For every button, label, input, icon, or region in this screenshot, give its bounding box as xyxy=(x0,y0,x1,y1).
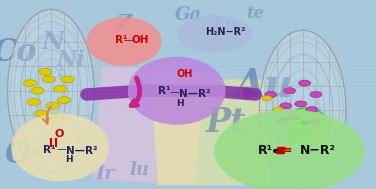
Text: Pt: Pt xyxy=(205,106,246,139)
Ellipse shape xyxy=(8,9,94,172)
Ellipse shape xyxy=(86,17,162,66)
Text: Os: Os xyxy=(5,139,48,170)
Text: te: te xyxy=(247,5,265,22)
Text: N—R²: N—R² xyxy=(66,146,97,156)
Text: R¹: R¹ xyxy=(258,144,273,157)
Text: O: O xyxy=(55,129,64,139)
Circle shape xyxy=(306,107,318,113)
Text: N: N xyxy=(41,30,64,53)
Circle shape xyxy=(27,99,41,105)
Polygon shape xyxy=(94,66,203,185)
Circle shape xyxy=(262,96,272,101)
Ellipse shape xyxy=(284,108,329,146)
Circle shape xyxy=(57,97,71,104)
Text: N—R²: N—R² xyxy=(179,89,210,98)
Ellipse shape xyxy=(177,15,252,53)
Circle shape xyxy=(284,88,296,94)
Circle shape xyxy=(284,130,295,135)
Circle shape xyxy=(310,91,322,98)
Circle shape xyxy=(61,76,74,83)
Text: —: — xyxy=(56,144,66,154)
Text: Z: Z xyxy=(117,13,132,33)
Circle shape xyxy=(50,114,63,121)
Circle shape xyxy=(46,102,59,109)
Text: —: — xyxy=(170,87,180,97)
Text: H₂N−R²: H₂N−R² xyxy=(205,27,245,37)
Circle shape xyxy=(299,80,311,86)
Ellipse shape xyxy=(214,110,365,189)
Text: H: H xyxy=(65,155,72,164)
Ellipse shape xyxy=(11,113,109,181)
Text: Lu: Lu xyxy=(213,15,238,34)
Text: Ga: Ga xyxy=(174,6,202,24)
Circle shape xyxy=(295,101,307,107)
Text: —: — xyxy=(123,35,133,45)
Text: Co: Co xyxy=(0,37,37,68)
Ellipse shape xyxy=(128,57,226,125)
Text: Ni: Ni xyxy=(57,50,86,71)
Circle shape xyxy=(280,103,292,109)
Circle shape xyxy=(53,85,67,92)
Text: :: : xyxy=(56,63,64,81)
Text: H: H xyxy=(176,99,184,108)
Text: R¹: R¹ xyxy=(115,35,127,45)
Text: Au: Au xyxy=(234,66,293,104)
Circle shape xyxy=(310,118,322,124)
Ellipse shape xyxy=(259,30,346,189)
Text: N−R²: N−R² xyxy=(300,144,336,157)
Text: Ir: Ir xyxy=(96,165,115,183)
Circle shape xyxy=(38,68,52,75)
Circle shape xyxy=(311,130,321,135)
Text: R¹: R¹ xyxy=(43,145,56,155)
Polygon shape xyxy=(150,79,271,185)
Circle shape xyxy=(31,87,44,94)
Text: OH: OH xyxy=(177,69,193,79)
Circle shape xyxy=(300,121,309,125)
Circle shape xyxy=(42,76,56,83)
Text: R¹: R¹ xyxy=(158,86,170,96)
Circle shape xyxy=(273,107,284,112)
Text: =: = xyxy=(281,144,292,157)
Circle shape xyxy=(265,91,277,98)
Circle shape xyxy=(35,110,48,117)
Circle shape xyxy=(276,118,288,124)
Circle shape xyxy=(287,114,299,120)
Circle shape xyxy=(23,80,37,87)
Text: lu: lu xyxy=(129,161,149,179)
Text: OH: OH xyxy=(132,35,149,45)
